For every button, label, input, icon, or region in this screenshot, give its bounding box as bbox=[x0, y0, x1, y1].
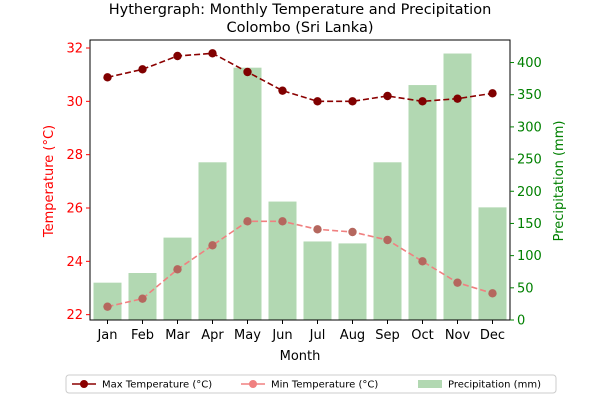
y-axis-right-label: Precipitation (mm) bbox=[552, 121, 567, 242]
y-left-tick-label: 24 bbox=[66, 255, 83, 270]
point-feb bbox=[138, 294, 147, 303]
x-tick-label: Nov bbox=[445, 328, 471, 343]
y-right-tick-label: 300 bbox=[517, 120, 542, 135]
precip-bar-may bbox=[233, 67, 262, 320]
chart-legend: Max Temperature (°C) Min Temperature (°C)… bbox=[65, 374, 557, 394]
x-tick-label: Apr bbox=[201, 328, 224, 343]
point-may bbox=[243, 67, 252, 77]
x-axis-label: Month bbox=[280, 349, 321, 364]
y-right-tick-label: 150 bbox=[517, 217, 542, 232]
chart-title-line-2: Colombo (Sri Lanka) bbox=[226, 20, 373, 36]
x-tick-label: Oct bbox=[411, 328, 433, 343]
series-max-temperature bbox=[103, 49, 497, 106]
point-aug bbox=[348, 97, 357, 106]
legend-marker-swatch bbox=[80, 380, 88, 388]
precip-bar-aug bbox=[338, 243, 367, 320]
legend-box bbox=[65, 374, 557, 394]
point-apr bbox=[208, 49, 217, 58]
point-oct bbox=[418, 257, 427, 266]
x-tick-label: Sep bbox=[375, 328, 400, 343]
y-left-tick-label: 26 bbox=[66, 202, 83, 217]
y-right-tick-label: 400 bbox=[517, 56, 542, 71]
x-tick-label: Dec bbox=[480, 328, 505, 343]
series-min-temperature bbox=[103, 217, 497, 311]
x-tick-label: Aug bbox=[340, 328, 365, 343]
precipitation-bars bbox=[93, 53, 507, 321]
y-left-tick-label: 30 bbox=[66, 95, 83, 110]
plot-frame bbox=[89, 39, 511, 321]
point-sep bbox=[383, 91, 392, 101]
y-axis-left-label: Temperature (°C) bbox=[42, 125, 57, 238]
x-tick-label: Jan bbox=[96, 328, 117, 343]
point-nov bbox=[453, 278, 462, 287]
temperature-lines bbox=[103, 49, 497, 311]
point-jul bbox=[313, 97, 322, 106]
y-right-tick-label: 100 bbox=[517, 249, 542, 264]
precip-bar-oct bbox=[408, 85, 437, 321]
y-left-tick-label: 28 bbox=[66, 148, 83, 163]
y-right-tick-label: 350 bbox=[517, 88, 542, 103]
point-jul bbox=[313, 225, 322, 234]
y-right-tick-label: 200 bbox=[517, 185, 542, 200]
series-line bbox=[107, 52, 493, 103]
precip-bar-jul bbox=[303, 241, 332, 320]
point-jun bbox=[278, 86, 287, 95]
x-tick-label: May bbox=[234, 328, 261, 343]
x-tick-label: Mar bbox=[165, 328, 190, 343]
point-aug bbox=[348, 227, 357, 237]
precip-bar-mar bbox=[163, 237, 192, 320]
point-mar bbox=[173, 51, 182, 61]
x-tick-label: Jul bbox=[309, 328, 326, 343]
point-jan bbox=[103, 302, 112, 311]
legend-marker-swatch bbox=[249, 380, 257, 388]
point-sep bbox=[383, 235, 392, 245]
y-left-tick-label: 32 bbox=[66, 42, 83, 57]
y-right-tick-label: 250 bbox=[517, 153, 542, 168]
precip-bar-dec bbox=[478, 207, 507, 320]
y-right-tick-label: 0 bbox=[517, 314, 525, 329]
legend-bar-swatch bbox=[418, 380, 442, 388]
chart-title-line-1: Hythergraph: Monthly Temperature and Pre… bbox=[109, 2, 492, 18]
legend-label-0: Max Temperature (°C) bbox=[102, 380, 212, 391]
point-feb bbox=[138, 65, 147, 74]
point-dec bbox=[488, 89, 497, 98]
y-right-tick-label: 50 bbox=[517, 281, 534, 296]
point-mar bbox=[173, 265, 182, 274]
x-tick-label: Jun bbox=[271, 328, 292, 343]
point-oct bbox=[418, 97, 427, 106]
point-dec bbox=[488, 289, 497, 298]
point-jan bbox=[103, 73, 112, 82]
y-left-tick-label: 22 bbox=[66, 308, 83, 323]
point-apr bbox=[208, 241, 217, 250]
series-line bbox=[107, 220, 493, 308]
point-nov bbox=[453, 94, 462, 103]
point-jun bbox=[278, 217, 287, 226]
precip-bar-jan bbox=[93, 282, 122, 320]
x-tick-label: Feb bbox=[131, 328, 154, 343]
legend-label-1: Min Temperature (°C) bbox=[271, 380, 378, 391]
point-may bbox=[243, 217, 252, 226]
legend-label-2: Precipitation (mm) bbox=[448, 380, 541, 391]
axes: Jan Feb Mar Apr May Jun Jul Aug Sep Oct Nov Dec 22 24… bbox=[66, 39, 542, 343]
